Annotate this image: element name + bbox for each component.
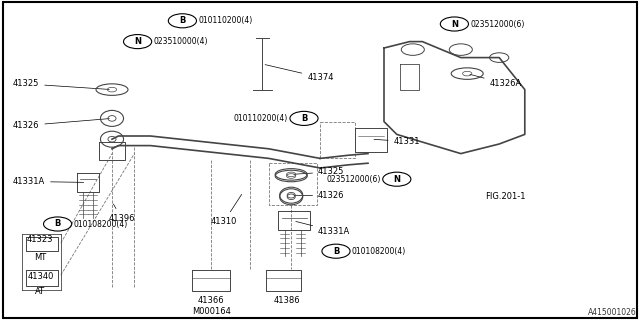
Text: 010108200(4): 010108200(4) (74, 220, 128, 228)
Text: B: B (333, 247, 339, 256)
Text: 41323: 41323 (27, 236, 54, 244)
Text: N: N (134, 37, 141, 46)
Text: M000164: M000164 (192, 308, 230, 316)
Text: 41325: 41325 (294, 167, 344, 176)
Text: 41326: 41326 (13, 119, 109, 130)
Text: 010110200(4): 010110200(4) (234, 114, 288, 123)
Text: 010110200(4): 010110200(4) (198, 16, 253, 25)
Text: 010108200(4): 010108200(4) (352, 247, 406, 256)
Text: 41396: 41396 (108, 204, 135, 223)
Text: N: N (394, 175, 400, 184)
Text: A415001026: A415001026 (588, 308, 637, 317)
Text: B: B (179, 16, 186, 25)
Text: AT: AT (35, 287, 45, 296)
Text: N: N (451, 20, 458, 28)
Text: 41366: 41366 (198, 296, 225, 305)
Text: FIG.201-1: FIG.201-1 (485, 192, 525, 201)
Text: 41386: 41386 (273, 296, 300, 305)
Text: 41310: 41310 (211, 194, 242, 226)
Text: 41331A: 41331A (296, 221, 350, 236)
Text: 41325: 41325 (13, 79, 109, 89)
Text: 023512000(6): 023512000(6) (326, 175, 381, 184)
Text: 023512000(6): 023512000(6) (470, 20, 525, 28)
Text: MT: MT (34, 253, 47, 262)
Text: B: B (54, 220, 61, 228)
Text: 41374: 41374 (265, 65, 333, 82)
Text: 41331: 41331 (374, 137, 420, 146)
Text: 41326: 41326 (294, 191, 344, 200)
Text: 41326A: 41326A (470, 74, 522, 88)
Text: 41331A: 41331A (13, 177, 84, 186)
Text: B: B (301, 114, 307, 123)
Text: 023510000(4): 023510000(4) (154, 37, 208, 46)
Text: 41340: 41340 (27, 272, 54, 281)
